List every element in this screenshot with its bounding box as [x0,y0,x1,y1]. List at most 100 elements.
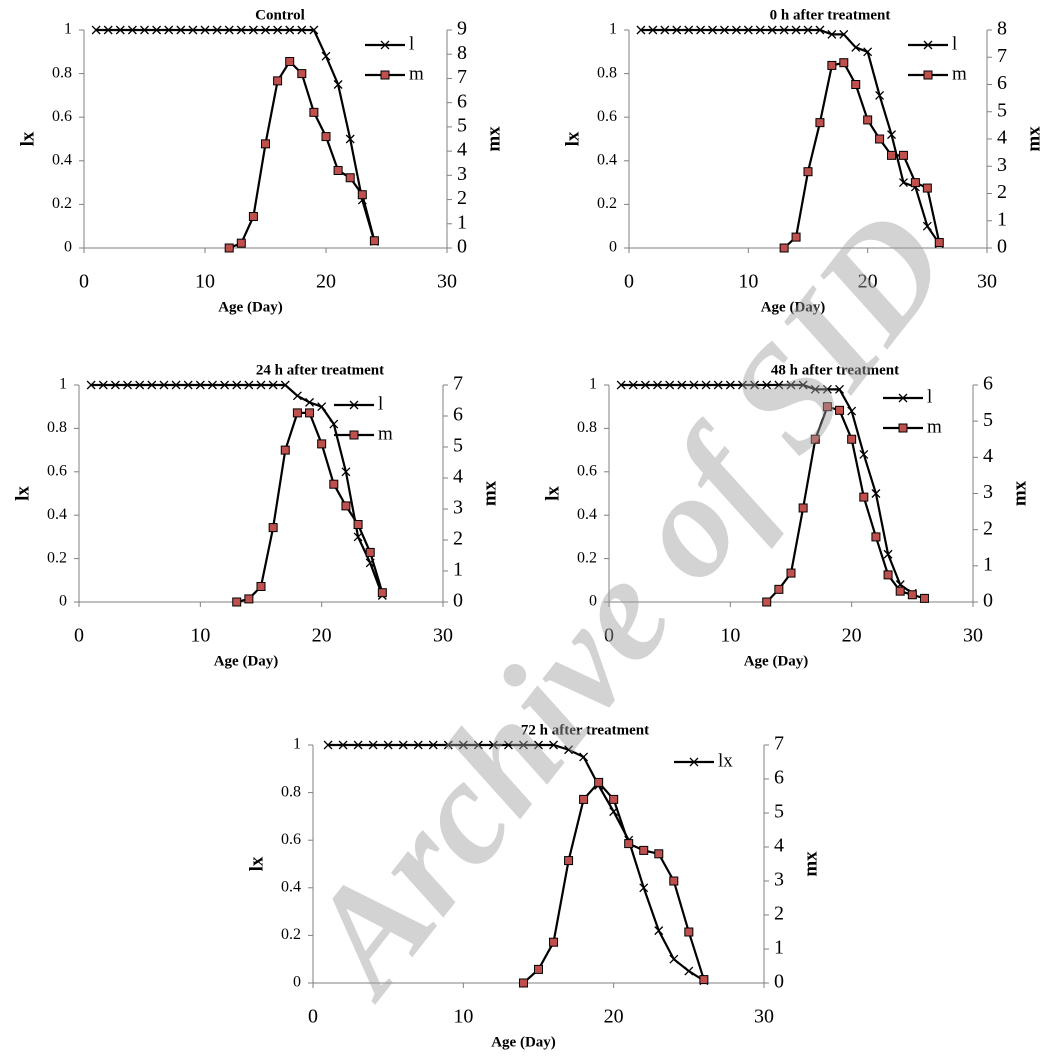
marker-x [188,25,198,35]
chart-title: 48 h after treatment [771,362,899,378]
marker-square [365,547,375,557]
marker-x [653,380,662,390]
marker-square [822,402,832,412]
x-tick-label: 30 [433,625,453,647]
marker-x [368,740,378,750]
marker-x [534,740,543,750]
x-tick-label: 30 [754,1006,774,1028]
x-axis-label: Age (Day) [491,1034,556,1050]
marker-x [810,384,820,394]
y-tick-label: 1 [609,21,617,38]
marker-x [341,467,351,477]
marker-square [377,588,387,598]
marker-x [743,25,753,35]
series-line [91,383,384,596]
marker-x [115,25,125,35]
marker-square [309,107,319,117]
y-tick-label: 0.8 [577,419,597,436]
marker-x [398,740,408,750]
legend-label: m [378,423,393,444]
y2-tick-label: 1 [774,937,784,959]
marker-x [159,380,169,390]
marker-x [110,380,120,390]
marker-x [755,25,765,35]
marker-x [640,380,650,390]
y-axis-label: lx [542,486,563,501]
marker-x [329,419,339,429]
y2-tick-label: 8 [457,42,467,64]
x-tick-label: 20 [858,271,878,293]
y2-tick-label: 5 [997,99,1007,121]
legend-marker [923,70,933,80]
x-tick-label: 10 [190,625,210,647]
marker-square [859,492,869,502]
marker-x [636,25,646,35]
marker-square [280,445,290,455]
marker-x [762,380,772,390]
marker-x [684,966,694,976]
marker-x [86,380,96,390]
y2-tick-label: 4 [453,466,463,488]
y2-tick-label: 9 [457,18,467,40]
legend-label: l [952,33,957,54]
marker-x [305,397,314,407]
y-tick-label: 0 [293,974,301,991]
y-tick-label: 0.4 [281,878,301,895]
marker-x [827,29,837,39]
marker-x [863,47,873,57]
marker-x [883,549,893,559]
series-line [236,411,384,604]
y2-axis-label: mx [479,480,500,506]
marker-square [922,183,932,193]
y2-tick-label: 3 [453,497,463,519]
marker-x [708,25,717,35]
marker-x [779,25,789,35]
marker-x [887,130,896,140]
marker-square [827,60,837,70]
y-tick-label: 0.6 [597,108,617,125]
x-tick-label: 30 [437,271,457,293]
marker-square [815,118,825,128]
legend-marker [349,430,359,440]
x-tick-label: 10 [720,625,740,647]
marker-square [898,150,908,160]
y-tick-label: 1 [64,21,72,38]
marker-x [195,380,205,390]
marker-x [147,380,157,390]
y2-tick-label: 5 [457,114,467,136]
marker-x [725,380,735,390]
marker-square [273,76,283,86]
marker-x [212,25,222,35]
marker-square [798,503,808,513]
y2-tick-label: 4 [997,127,1007,149]
y2-tick-label: 8 [997,18,1007,40]
y2-tick-label: 7 [774,733,784,755]
legend-label: l [927,386,932,407]
marker-x [248,25,258,35]
marker-square [341,501,351,511]
y2-tick-label: 5 [453,435,463,457]
marker-square [803,167,813,177]
marker-square [699,975,709,985]
marker-x [200,25,210,35]
y2-tick-label: 0 [983,590,993,612]
marker-x [292,391,302,401]
y-tick-label: 0.4 [597,151,617,168]
y2-tick-label: 0 [774,971,784,993]
marker-x [152,25,162,35]
x-tick-label: 20 [604,1006,624,1028]
y-axis-label: lx [562,131,583,146]
legend-marker [380,70,390,80]
marker-square [579,794,589,804]
watermark: Archive of SID [270,182,980,1026]
marker-square [669,876,679,886]
series-line [640,28,941,245]
chart-title: 72 h after treatment [521,722,649,738]
marker-x [383,740,393,750]
marker-square [317,439,327,449]
marker-x [171,380,181,390]
marker-x [458,740,468,750]
marker-square [369,236,379,246]
marker-square [534,964,543,974]
marker-square [357,190,367,200]
